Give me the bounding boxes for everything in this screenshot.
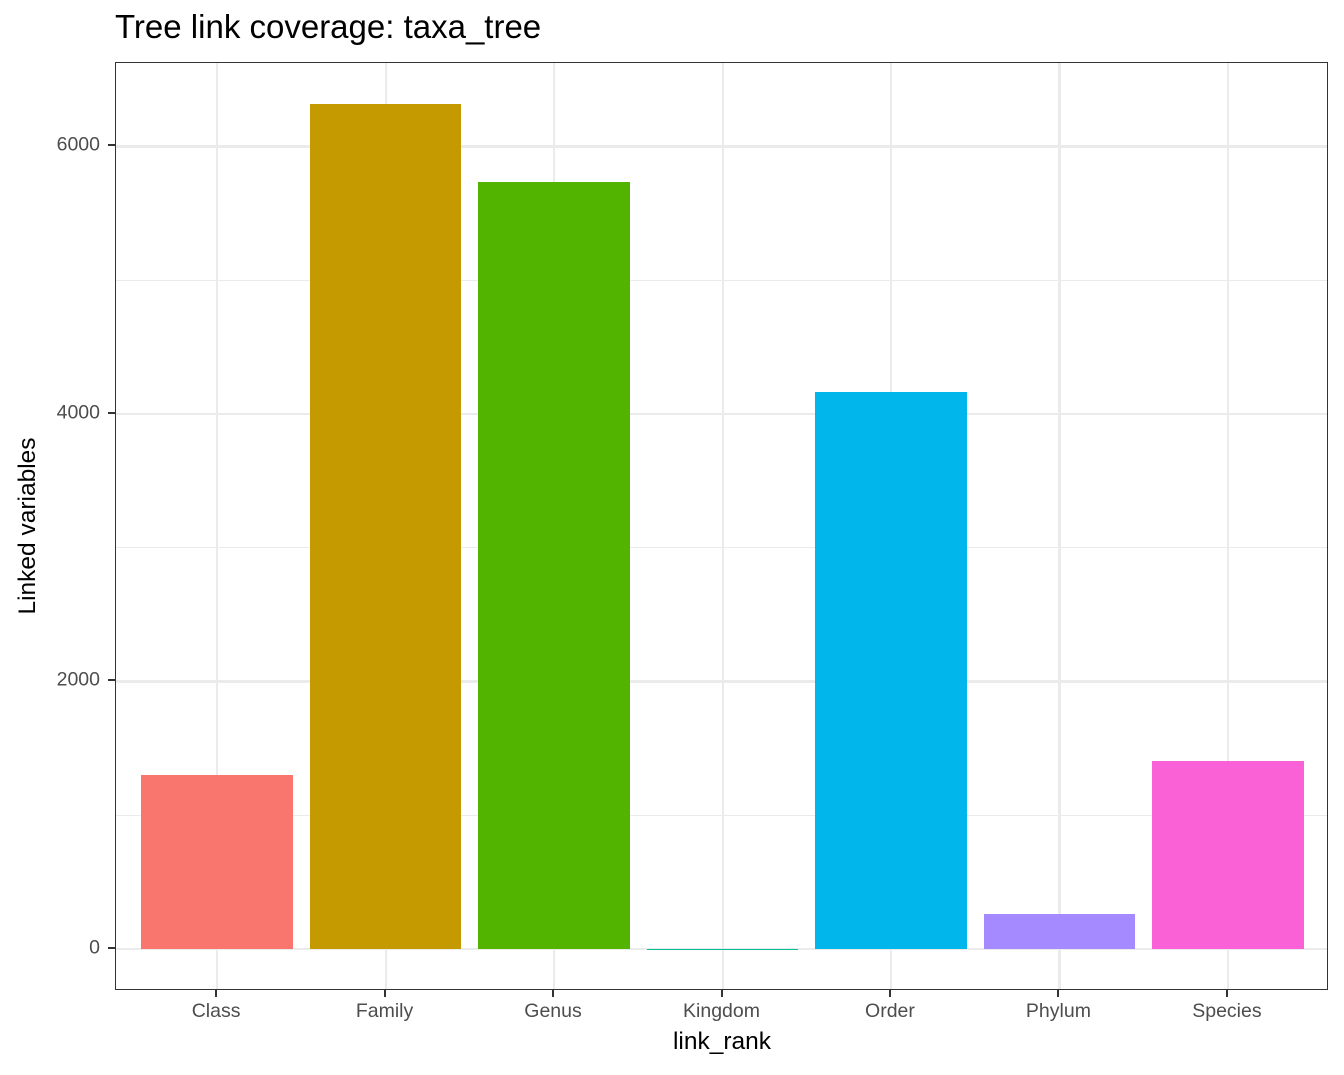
x-tick-mark xyxy=(215,990,218,997)
x-tick-label: Order xyxy=(865,1000,915,1022)
x-tick-label: Class xyxy=(191,1000,241,1022)
x-tick-label: Phylum xyxy=(1025,1000,1091,1022)
y-tick-mark xyxy=(108,144,115,147)
y-tick-label: 6000 xyxy=(56,133,100,156)
x-tick-mark xyxy=(888,990,891,997)
y-tick-mark xyxy=(108,947,115,949)
bar-genus xyxy=(478,181,630,949)
bar-class xyxy=(141,775,293,949)
x-axis-title: link_rank xyxy=(672,1028,772,1055)
vertical-gridline xyxy=(1226,63,1230,989)
x-tick-mark xyxy=(1225,990,1228,997)
y-tick-label: 4000 xyxy=(56,401,100,424)
y-tick-label: 2000 xyxy=(56,668,100,691)
bar-phylum xyxy=(983,913,1136,949)
x-tick-mark xyxy=(552,990,555,997)
x-tick-label: Species xyxy=(1192,1000,1262,1022)
bar-species xyxy=(1152,760,1304,949)
bar-family xyxy=(309,103,462,949)
bar-order xyxy=(815,392,967,949)
y-axis-title: Linked variables xyxy=(14,437,41,615)
vertical-gridline xyxy=(216,63,219,989)
vertical-gridline xyxy=(721,63,724,989)
x-tick-mark xyxy=(383,990,386,997)
x-tick-label: Genus xyxy=(524,1000,582,1022)
y-tick-label: 0 xyxy=(89,936,100,959)
vertical-gridline xyxy=(1058,63,1061,989)
x-tick-label: Kingdom xyxy=(683,1000,760,1022)
y-tick-mark xyxy=(108,411,115,414)
x-tick-label: Family xyxy=(355,1000,414,1022)
bar-kingdom xyxy=(646,948,799,951)
plot-panel xyxy=(115,62,1328,990)
chart-title: Tree link coverage: taxa_tree xyxy=(115,8,542,45)
x-tick-mark xyxy=(720,990,723,997)
x-tick-mark xyxy=(1057,990,1060,997)
y-tick-mark xyxy=(108,679,115,682)
